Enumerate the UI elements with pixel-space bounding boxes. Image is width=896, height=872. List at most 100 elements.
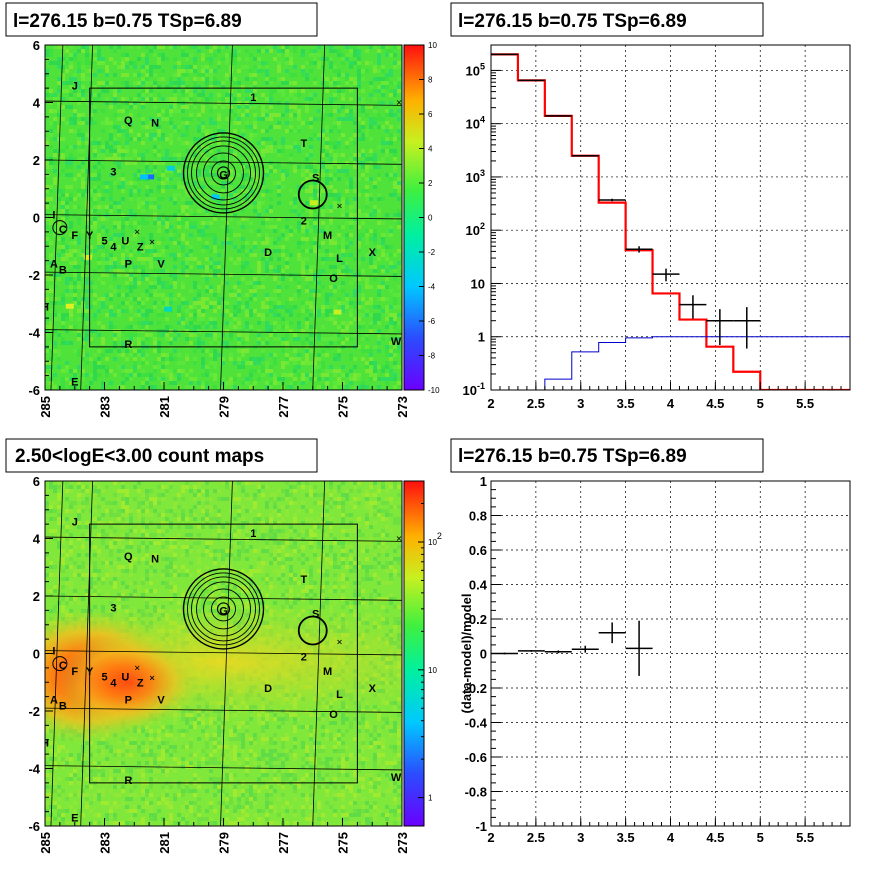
- source-label: 3: [110, 167, 116, 179]
- source-label: M: [323, 230, 332, 242]
- source-label: J: [72, 80, 78, 92]
- grid-line: [45, 595, 402, 601]
- source-label: S: [312, 608, 319, 620]
- marker-x: [134, 229, 140, 235]
- source-label: F: [71, 666, 78, 678]
- source-label: W: [391, 772, 402, 784]
- x-tick-label: 2: [487, 830, 494, 845]
- source-label: E: [71, 812, 78, 824]
- colorbar-tick-label: -10: [428, 386, 440, 395]
- source-label: 3: [110, 603, 116, 615]
- marker-x: [396, 536, 402, 541]
- source-label: I: [52, 210, 55, 222]
- x-tick-label: 3: [577, 830, 584, 845]
- residual-spot: [65, 303, 74, 309]
- panel-title: l=276.15 b=0.75 TSp=6.89: [13, 11, 242, 32]
- grid-line: [45, 271, 402, 277]
- source-label: 2: [301, 651, 307, 663]
- source-label: Y: [86, 666, 94, 678]
- panel-title: 2.50<logE<3.00 count maps: [15, 446, 264, 467]
- source-label: G: [219, 169, 228, 181]
- y-tick-label: -0.8: [465, 785, 487, 800]
- x-tick-label: 3: [577, 396, 584, 411]
- colorbar-tick-label: 10: [428, 41, 437, 50]
- x-tick-label: 279: [217, 396, 232, 418]
- y-tick-label: 2: [33, 153, 40, 168]
- contour-ring: [196, 145, 251, 201]
- grid-line: [45, 536, 402, 542]
- source-label: L: [336, 689, 343, 701]
- source-label: A: [50, 259, 58, 271]
- source-circle: [52, 656, 68, 672]
- source-label: P: [125, 695, 132, 707]
- grid-line: [45, 765, 402, 771]
- y-tick-label: 102: [466, 221, 485, 238]
- contour-ring: [211, 160, 236, 186]
- grid-line: [80, 45, 93, 390]
- title-box: [5, 2, 318, 37]
- colorbar-tick-label: -2: [428, 248, 436, 257]
- residual-plot: 2 2.5 3 3.5 4 4.5 5 5.5 1 0.8 0.6 0.4 0.2 0 -0.2 -0.4 -0…: [459, 474, 851, 845]
- x-tick-label: 273: [395, 832, 410, 854]
- source-label: G: [219, 605, 228, 617]
- colorbar-tick-label: 4: [428, 145, 433, 154]
- x-tick-label: 5: [757, 830, 764, 845]
- source-label: I: [52, 646, 55, 658]
- source-circle: [297, 615, 328, 646]
- y-tick-label: 10: [471, 276, 485, 291]
- y-tick-label: -6: [28, 819, 40, 834]
- y-tick-label: 0.2: [469, 612, 487, 627]
- y-tick-label: 105: [466, 61, 485, 78]
- grid-line: [45, 100, 402, 106]
- colorbar-tick-label: 10: [428, 666, 437, 675]
- x-tick-label: 283: [98, 832, 113, 854]
- source-label: R: [124, 339, 132, 351]
- x-tick-label: 283: [98, 396, 113, 418]
- marker-x: [337, 639, 342, 645]
- y-tick-label: -4: [28, 326, 40, 341]
- plot-area: [491, 45, 850, 390]
- contour-ring: [191, 140, 256, 206]
- x-tick-label: 277: [276, 832, 291, 854]
- source-label: U: [121, 672, 129, 684]
- grid-line: [45, 650, 402, 656]
- contour-ring: [216, 166, 231, 180]
- residual-spot: [140, 174, 149, 180]
- residual-spot: [309, 200, 318, 206]
- source-label: T: [300, 138, 307, 150]
- source-label: P: [125, 259, 132, 271]
- roi-box: [89, 523, 358, 784]
- residual-spot: [211, 194, 220, 200]
- heatmap-cells: J 1 Q N T 3 G S 2 IC F Y 5 4 U Z V D ML X A B P O H R W E: [45, 45, 402, 390]
- source-label: 5: [101, 236, 107, 248]
- source-label: A: [50, 695, 58, 707]
- y-tick-label: 2: [33, 589, 40, 604]
- source-label: N: [151, 554, 159, 566]
- colorbar-tick-label: 8: [428, 76, 433, 85]
- x-tick-label: 275: [336, 832, 351, 854]
- y-tick-label: 4: [33, 96, 41, 111]
- source-label: O: [329, 273, 338, 285]
- residual-spot: [333, 309, 342, 315]
- y-tick-label: 10-1: [463, 381, 485, 398]
- grid-line: [45, 329, 402, 335]
- roi-box: [89, 87, 358, 348]
- x-tick-label: 285: [38, 396, 53, 418]
- y-tick-label: 1: [480, 474, 487, 489]
- source-circle: [297, 179, 328, 210]
- x-tick-label: 279: [217, 832, 232, 854]
- source-label: M: [323, 666, 332, 678]
- source-label: J: [72, 516, 78, 528]
- contour-ring: [187, 572, 260, 646]
- x-tick-label: 4: [667, 830, 675, 845]
- y-tick-label: 0.8: [469, 509, 487, 524]
- contour-ring: [191, 576, 256, 642]
- residual-spot: [146, 174, 155, 180]
- grid-line: [45, 159, 402, 165]
- y-axis-label: (data-model)/model: [459, 594, 474, 714]
- source-label: V: [157, 695, 165, 707]
- title-box: [450, 2, 764, 37]
